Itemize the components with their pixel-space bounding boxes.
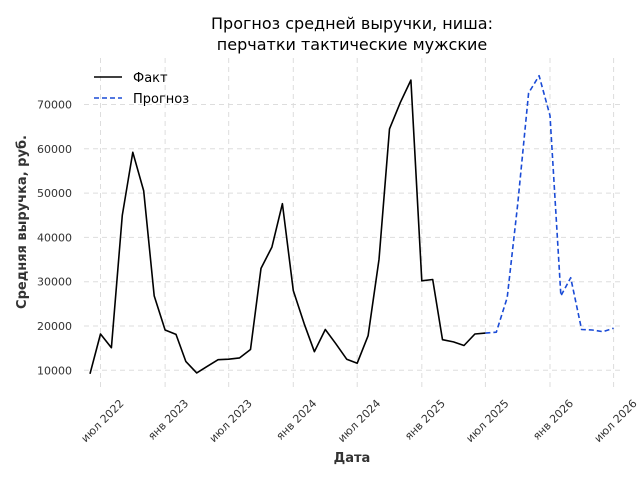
y-axis-ticks: 10000 20000 30000 40000 50000 60000 70000 — [37, 99, 72, 378]
series-line-fact — [89, 79, 486, 375]
y-tick-label: 60000 — [37, 143, 72, 156]
x-tick-label: июл 2024 — [335, 397, 383, 445]
y-axis-label: Средняя выручка, руб. — [15, 135, 30, 309]
x-axis-ticks: июл 2022 янв 2023 июл 2023 янв 2024 июл 2024… — [79, 397, 640, 445]
series-layer — [89, 74, 614, 375]
chart-title-line-1: Прогноз средней выручки, ниша: — [211, 14, 493, 33]
x-tick-label: янв 2025 — [402, 397, 448, 443]
x-tick-label: янв 2023 — [145, 397, 191, 443]
chart-title-line-2: перчатки тактические мужские — [217, 35, 487, 54]
y-tick-label: 70000 — [37, 99, 72, 112]
x-tick-label: июл 2026 — [592, 397, 640, 445]
legend: Факт Прогноз — [94, 71, 189, 107]
legend-label-forecast: Прогноз — [133, 92, 189, 107]
y-tick-label: 10000 — [37, 364, 72, 377]
y-tick-label: 50000 — [37, 187, 72, 200]
x-tick-label: июл 2025 — [463, 397, 511, 445]
series-line-forecast — [485, 74, 614, 334]
y-tick-label: 40000 — [37, 231, 72, 244]
legend-label-fact: Факт — [133, 71, 168, 86]
x-tick-label: июл 2022 — [79, 397, 127, 445]
grid — [84, 58, 622, 388]
x-axis-label: Дата — [334, 451, 371, 466]
y-tick-label: 30000 — [37, 276, 72, 289]
x-tick-label: янв 2024 — [274, 397, 320, 443]
y-tick-label: 20000 — [37, 320, 72, 333]
x-tick-label: июл 2023 — [207, 397, 255, 445]
x-tick-label: янв 2026 — [530, 397, 576, 443]
